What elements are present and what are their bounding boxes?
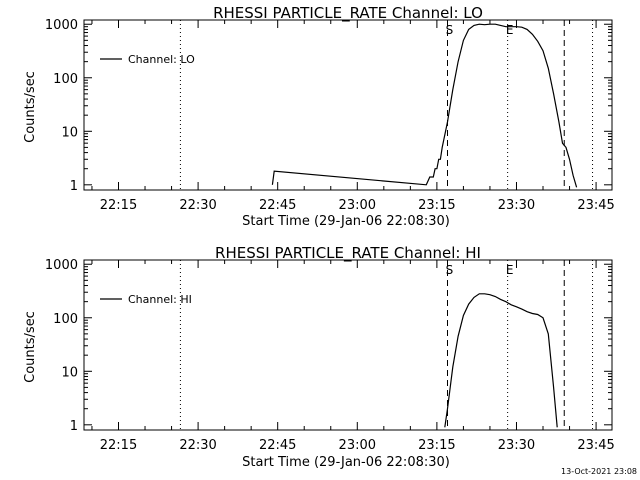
x-tick-label: 23:15 [418, 438, 455, 453]
y-tick-label: 1000 [45, 18, 78, 33]
y-tick-label: 1000 [45, 258, 78, 273]
series-line [444, 293, 558, 428]
y-tick-label: 100 [53, 72, 78, 87]
marker-label: E [506, 263, 514, 277]
y-tick-label: 100 [53, 312, 78, 327]
y-axis-label: Counts/sec [23, 311, 38, 383]
x-axis-label: Start Time (29-Jan-06 22:08:30) [242, 455, 450, 470]
x-tick-label: 22:30 [179, 198, 216, 213]
x-axis-label: Start Time (29-Jan-06 22:08:30) [242, 214, 450, 229]
x-tick-label: 23:00 [339, 198, 376, 213]
y-tick-label: 1 [70, 179, 78, 194]
chart-panel-hi: RHESSI PARTICLE_RATE Channel: HI Start T… [23, 244, 615, 470]
x-tick-label: 22:15 [100, 438, 137, 453]
y-tick-label: 10 [61, 125, 78, 140]
chart-panel-lo: RHESSI PARTICLE_RATE Channel: LO Start T… [23, 4, 615, 229]
x-tick-label: 22:45 [259, 198, 296, 213]
x-tick-label: 23:15 [418, 198, 455, 213]
x-tick-label: 23:45 [577, 198, 614, 213]
x-tick-label: 23:30 [498, 438, 535, 453]
x-tick-label: 22:45 [259, 438, 296, 453]
marker-label: E [506, 23, 514, 37]
y-axis-label: Counts/sec [23, 71, 38, 143]
series-line [271, 23, 578, 188]
legend-label: Channel: LO [128, 53, 195, 66]
legend-label: Channel: HI [128, 293, 192, 306]
y-tick-label: 10 [61, 365, 78, 380]
x-tick-label: 23:00 [339, 438, 376, 453]
marker-label: S [446, 23, 454, 37]
x-tick-label: 22:15 [100, 198, 137, 213]
date-stamp: 13-Oct-2021 23:08 [561, 467, 637, 476]
plot-frame [83, 19, 613, 191]
marker-label: S [446, 263, 454, 277]
x-tick-label: 22:30 [179, 438, 216, 453]
y-tick-label: 1 [70, 419, 78, 434]
chart-title: RHESSI PARTICLE_RATE Channel: LO [213, 4, 483, 23]
x-tick-label: 23:30 [498, 198, 535, 213]
chart-title: RHESSI PARTICLE_RATE Channel: HI [215, 244, 481, 263]
x-tick-label: 23:45 [577, 438, 614, 453]
plot-frame [83, 259, 613, 431]
